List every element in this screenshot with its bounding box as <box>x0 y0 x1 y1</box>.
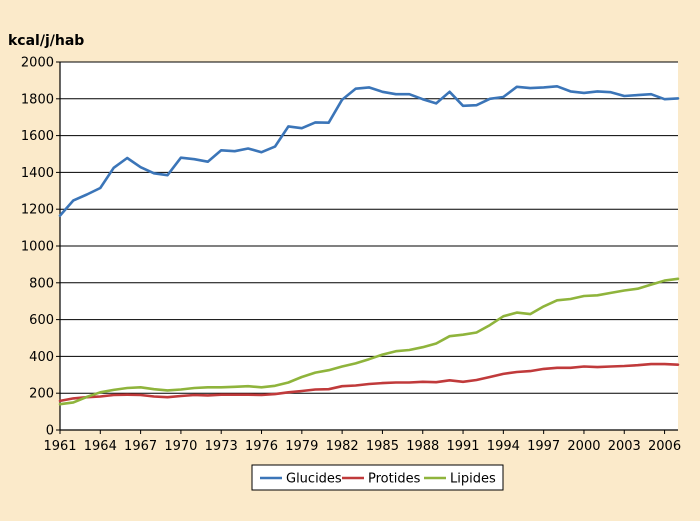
legend-box <box>251 464 504 491</box>
series-line-protides <box>58 362 680 403</box>
x-tick-label: 1967 <box>124 439 157 454</box>
y-tick-label: 400 <box>29 350 54 365</box>
x-tick-label: 1961 <box>43 439 76 454</box>
y-tick-label: 1600 <box>21 129 54 144</box>
x-tick-label: 1979 <box>285 439 318 454</box>
x-tick-label: 1964 <box>84 439 117 454</box>
y-tick-label: 1000 <box>21 240 54 255</box>
x-tick-label: 2006 <box>648 439 681 454</box>
y-axis-unit-label: kcal/j/hab <box>8 33 84 49</box>
y-tick-label: 1200 <box>21 203 54 218</box>
x-tick-label: 1973 <box>205 439 238 454</box>
legend: Glucides Protides Lipides <box>251 464 504 491</box>
y-tick-label: 0 <box>46 424 54 439</box>
series-line-glucides <box>58 85 680 217</box>
x-tick-label: 2000 <box>567 439 600 454</box>
x-tick-label: 1976 <box>245 439 278 454</box>
y-tick-label: 200 <box>29 387 54 402</box>
y-tick-label: 800 <box>29 276 54 291</box>
x-tick-label: 1988 <box>406 439 439 454</box>
series-line-lipides <box>58 277 680 406</box>
series-lines <box>58 85 680 406</box>
tick-labels: 0 200 400 600 800 1000 1200 1400 1600 1800 2000 196… <box>21 56 681 455</box>
gridlines <box>60 61 678 430</box>
x-tick-label: 2003 <box>608 439 641 454</box>
y-tick-label: 600 <box>29 313 54 328</box>
legend-label-lipides: Lipides <box>450 472 496 487</box>
y-tick-label: 2000 <box>21 56 54 71</box>
x-tick-label: 1994 <box>487 439 520 454</box>
x-tick-label: 1985 <box>366 439 399 454</box>
x-tick-label: 1997 <box>527 439 560 454</box>
x-tick-label: 1982 <box>326 439 359 454</box>
legend-label-protides: Protides <box>368 472 421 487</box>
x-tick-label: 1991 <box>446 439 479 454</box>
x-tick-label: 1970 <box>164 439 197 454</box>
y-tick-label: 1800 <box>21 92 54 107</box>
y-tick-label: 1400 <box>21 166 54 181</box>
legend-label-glucides: Glucides <box>286 472 342 487</box>
